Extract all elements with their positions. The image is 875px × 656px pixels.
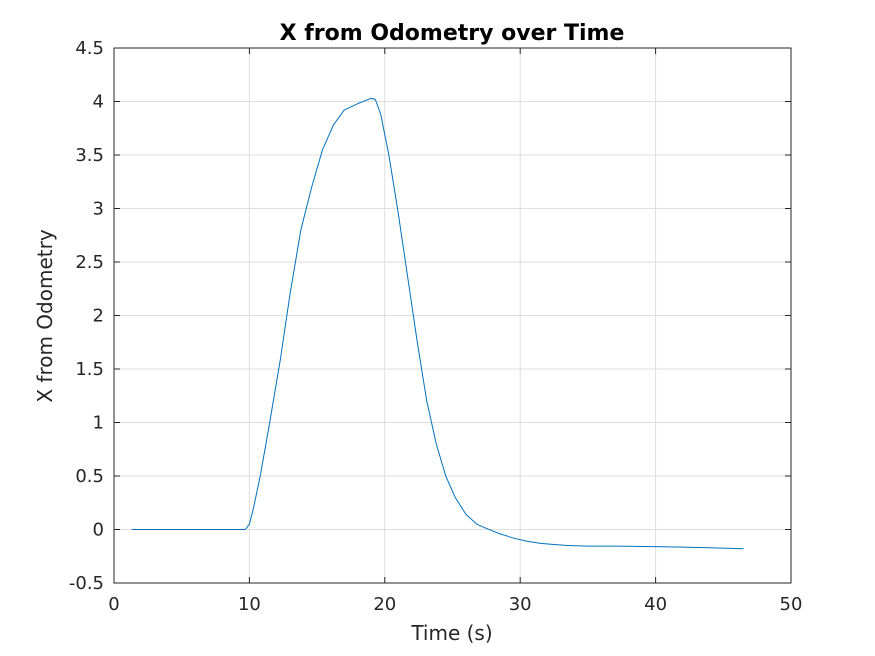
y-tick-label: 0.5 bbox=[75, 466, 104, 487]
y-tick-label: 2.5 bbox=[75, 252, 104, 273]
y-tick-label: -0.5 bbox=[69, 573, 104, 594]
x-tick-label: 50 bbox=[780, 594, 803, 615]
y-tick-label: 3 bbox=[93, 199, 104, 220]
x-tick-label: 40 bbox=[644, 594, 667, 615]
x-tick-label: 30 bbox=[509, 594, 532, 615]
y-tick-label: 2 bbox=[93, 306, 104, 327]
y-tick-label: 1.5 bbox=[75, 359, 104, 380]
data-series bbox=[131, 97, 744, 550]
y-tick-label: 0 bbox=[93, 520, 104, 541]
y-tick-labels: -0.5 0 0.5 1 1.5 2 2.5 3 3.5 4 4.5 bbox=[69, 38, 104, 594]
x-tick-label: 0 bbox=[108, 594, 119, 615]
x-tick-labels: 0 10 20 30 40 50 bbox=[108, 594, 802, 615]
x-tick-label: 20 bbox=[373, 594, 396, 615]
series-line bbox=[131, 97, 744, 550]
y-tick-label: 1 bbox=[93, 413, 104, 434]
y-tick-label: 4 bbox=[93, 92, 104, 113]
y-tick-label: 4.5 bbox=[75, 38, 104, 59]
tick-marks bbox=[113, 47, 792, 584]
y-axis-label: X from Odometry bbox=[33, 229, 57, 402]
chart-title: X from Odometry over Time bbox=[280, 21, 625, 46]
x-axis-label: Time (s) bbox=[410, 621, 492, 645]
y-tick-label: 3.5 bbox=[75, 145, 104, 166]
x-tick-label: 10 bbox=[238, 594, 261, 615]
